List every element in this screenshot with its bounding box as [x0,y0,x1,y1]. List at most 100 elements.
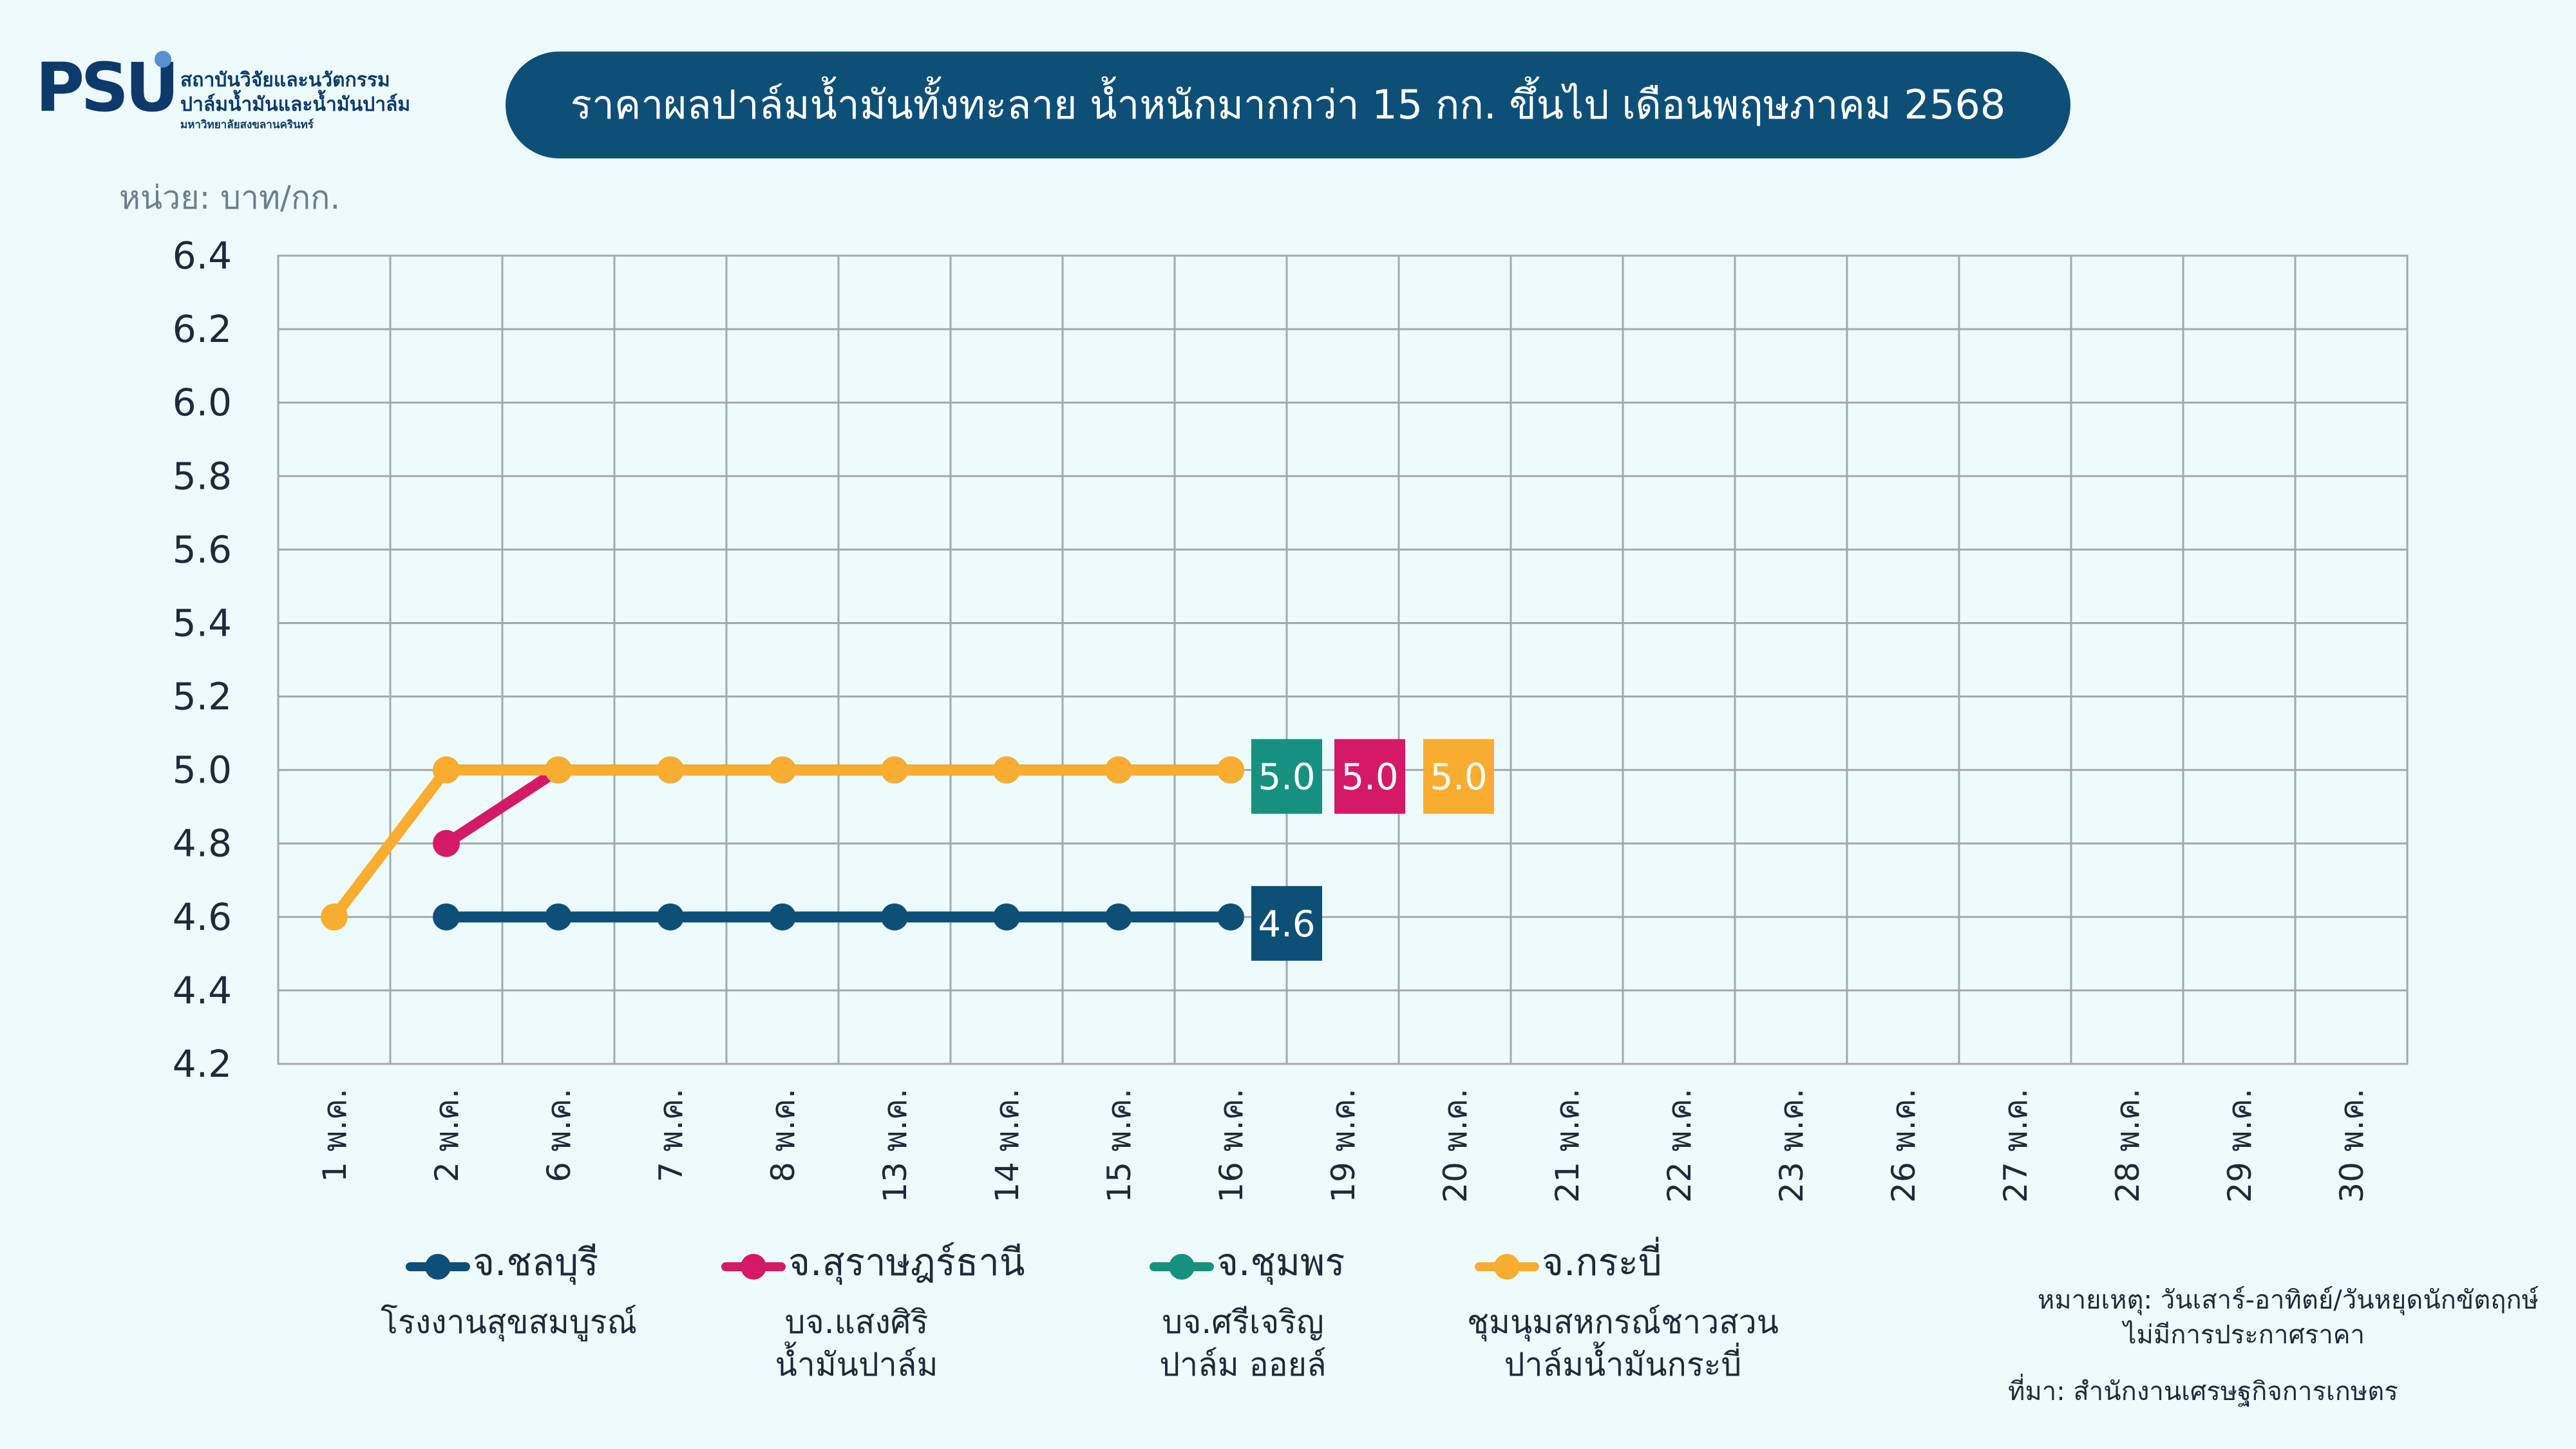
x-tick-label: 7 พ.ค. [652,1088,690,1182]
data-point-3 [433,756,460,784]
data-label-text: 5.0 [1341,757,1398,799]
data-label-box [1423,739,1494,814]
x-tick-label: 28 พ.ค. [2109,1088,2146,1203]
legend-subtitle-chumphon: บจ.ศรีเจริญ ปาล์ม ออยล์ [1018,1301,1468,1386]
data-point-3 [657,756,684,784]
x-tick-label: 6 พ.ค. [540,1088,578,1182]
data-point-0 [657,903,684,931]
institute-line1: สถาบันวิจัยและนวัตกรรม [180,69,390,91]
data-label-text: 5.0 [1258,757,1315,799]
data-point-0 [1105,903,1132,931]
legend-subtitle-line: บจ.แสงศิริ [784,1303,929,1341]
legend-marker-chumphon [1169,1254,1195,1280]
x-tick-label: 14 พ.ค. [989,1088,1026,1203]
legend-subtitle-chonburi: โรงงานสุขสมบูรณ์ [283,1301,734,1343]
data-label-3: 5.0 [1423,739,1494,814]
y-axis-unit-label: หน่วย: บาท/กก. [119,179,341,216]
data-point-3 [769,756,796,784]
legend-marker-krabi [1494,1254,1520,1280]
legend-subtitle-line: โรงงานสุขสมบูรณ์ [381,1303,637,1341]
x-tick-label: 19 พ.ค. [1325,1088,1362,1203]
y-tick-label: 6.4 [173,234,232,278]
legend-marker-surat-thani [741,1254,766,1280]
x-tick-label: 26 พ.ค. [1885,1088,1922,1203]
data-label-text: 5.0 [1430,757,1487,799]
data-label-box [1251,886,1322,961]
data-point-0 [769,903,796,931]
legend-name-chonburi: จ.ชลบุรี [473,1240,599,1284]
y-tick-label: 5.4 [173,601,232,645]
y-tick-label: 4.2 [173,1042,232,1086]
legend-subtitle-line: ปาล์ม ออยล์ [1159,1346,1327,1383]
x-tick-label: 8 พ.ค. [764,1088,802,1182]
y-tick-label: 4.6 [173,895,232,939]
line-chart: 4.2 4.4 4.6 4.8 5.0 5.2 5.4 5.6 5.8 6.0 6.2 6.4 1 พ… [173,234,2409,1203]
legend-subtitle-line: น้ำมันปาล์ม [775,1346,938,1383]
legend-subtitle-surat-thani: บจ.แสงศิริ น้ำมันปาล์ม [631,1301,1082,1386]
legend-marker-chonburi [425,1254,451,1280]
x-tick-label: 20 พ.ค. [1437,1088,1474,1203]
footnote-line1: หมายเหตุ: วันเสาร์-อาทิตย์/วันหยุดนักขัต… [2037,1285,2539,1315]
data-point-3 [545,756,572,784]
x-tick-label: 21 พ.ค. [1549,1088,1586,1203]
data-point-0 [545,903,572,931]
data-point-3 [1217,756,1244,784]
x-tick-label: 13 พ.ค. [876,1088,914,1203]
institute-name: สถาบันวิจัยและนวัตกรรม ปาล์มน้ำมันและน้ำ… [180,68,451,133]
x-tick-label: 29 พ.ค. [2221,1088,2259,1203]
series-layer [321,756,1244,931]
y-axis-ticks: 4.2 4.4 4.6 4.8 5.0 5.2 5.4 5.6 5.8 6.0 6.2 6.4 [173,234,232,1086]
data-point-3 [881,756,908,784]
chart-grid [277,254,2409,1065]
legend-name-chumphon: จ.ชุมพร [1217,1240,1345,1284]
data-point-3 [321,903,348,931]
footnote-line2: ไม่มีการประกาศราคา [2123,1320,2365,1350]
y-tick-label: 4.4 [173,969,232,1012]
y-tick-label: 4.8 [173,822,232,866]
data-label-1: 5.0 [1334,739,1405,814]
y-tick-label: 5.0 [173,748,232,792]
data-point-0 [433,903,460,931]
psu-logo-dot [155,51,171,68]
data-point-3 [993,756,1020,784]
psu-logo-mark: PSU [35,48,180,127]
legend-subtitle-line: ปาล์มน้ำมันกระบี่ [1504,1346,1742,1383]
psu-logo: PSU สถาบันวิจัยและนวัตกรรม ปาล์มน้ำมันแล… [35,45,422,135]
data-label-0: 4.6 [1251,886,1322,961]
institute-line2: ปาล์มน้ำมันและน้ำมันปาล์ม [180,93,411,116]
data-label-text: 4.6 [1258,904,1315,945]
data-labels-layer: 4.6 5.0 5.0 5.0 [1251,739,1494,961]
data-label-2: 5.0 [1251,739,1322,814]
x-axis-ticks: 1 พ.ค. 2 พ.ค. 6 พ.ค. 7 พ.ค. 8 พ.ค. 13 พ.ค. 14 … [316,1088,2371,1203]
plot-area-border [277,254,2409,1065]
x-tick-label: 15 พ.ค. [1101,1088,1138,1203]
university-name: มหาวิทยาลัยสงขลานครินทร์ [180,118,314,131]
data-point-0 [881,903,908,931]
x-tick-label: 1 พ.ค. [316,1088,354,1182]
x-tick-label: 23 พ.ค. [1773,1088,1810,1203]
legend-name-krabi: จ.กระบี่ [1542,1240,1662,1284]
x-tick-label: 30 พ.ค. [2333,1088,2371,1203]
x-tick-label: 27 พ.ค. [1997,1088,2034,1203]
data-point-1 [433,829,460,857]
data-point-0 [1217,903,1244,931]
footnote: หมายเหตุ: วันเสาร์-อาทิตย์/วันหยุดนักขัต… [2038,1283,2539,1352]
data-label-box [1251,739,1322,814]
x-tick-label: 22 พ.ค. [1661,1088,1698,1203]
data-source: ที่มา: สำนักงานเศรษฐกิจการเกษตร [2008,1377,2398,1406]
y-tick-label: 5.8 [173,454,232,498]
legend-name-surat-thani: จ.สุราษฎร์ธานี [788,1240,1025,1284]
data-label-box [1334,739,1405,814]
y-tick-label: 5.2 [173,675,232,719]
y-tick-label: 6.0 [173,381,232,424]
y-tick-label: 5.6 [173,527,232,571]
y-tick-label: 6.2 [173,307,232,351]
x-tick-label: 16 พ.ค. [1213,1088,1250,1203]
legend-subtitle-line: บจ.ศรีเจริญ [1162,1303,1324,1341]
legend-subtitle-line: ชุมนุมสหกรณ์ชาวสวน [1467,1303,1779,1341]
data-point-3 [1105,756,1132,784]
legend-subtitle-krabi: ชุมนุมสหกรณ์ชาวสวน ปาล์มน้ำมันกระบี่ [1397,1301,1848,1386]
chart-title: ราคาผลปาล์มน้ำมันทั้งทะลาย น้ำหนักมากกว่… [506,52,2070,158]
x-tick-label: 2 พ.ค. [428,1088,466,1182]
data-point-0 [993,903,1020,931]
